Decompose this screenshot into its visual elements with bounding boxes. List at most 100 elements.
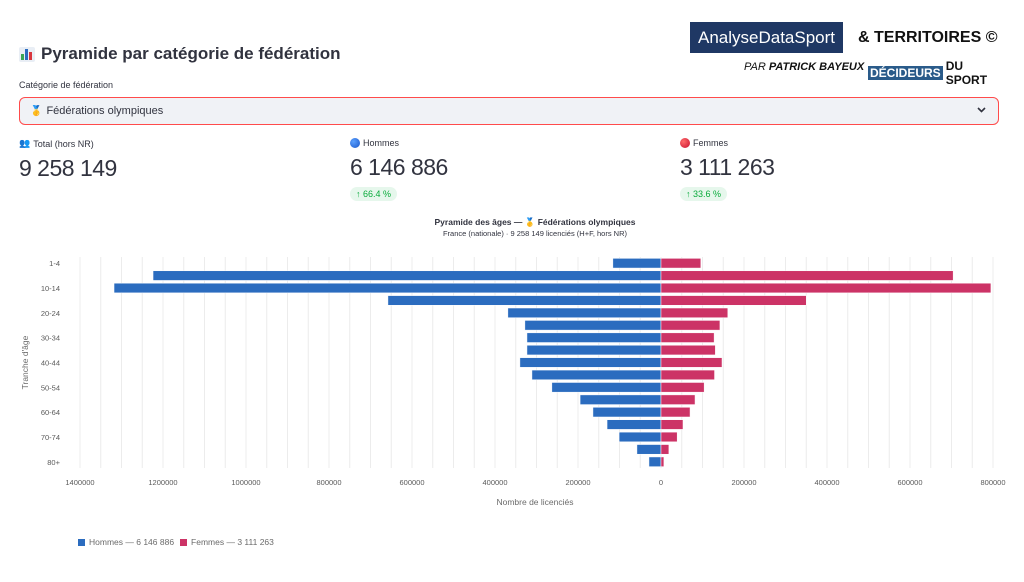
bar-femmes-50-54[interactable] [660,382,705,393]
x-tick-label: 800000 [980,478,1005,487]
bar-hommes-55-59[interactable] [579,394,662,405]
red-circle-icon [680,138,690,148]
brand-suffix: & TERRITOIRES © [858,29,998,46]
legend-label-men: Hommes — 6 146 886 [89,537,175,547]
legend-item-women[interactable]: Femmes — 3 111 263 [180,537,274,547]
chevron-down-icon[interactable] [977,105,986,116]
metric-women-label: Femmes [693,138,729,148]
bar-femmes-35-39[interactable] [660,344,716,356]
category-select-value: Fédérations olympiques [46,105,164,117]
bar-hommes-15-19[interactable] [387,295,662,306]
metric-total-label: Total (hors NR) [33,138,94,149]
bar-hommes-45-49[interactable] [531,369,662,381]
metric-total-value: 9 258 149 [19,155,117,181]
metric-men-value: 6 146 886 [350,154,448,180]
metric-total: 👥 Total (hors NR) 9 258 149 [19,138,117,182]
category-select[interactable]: 🥇 Fédérations olympiques [19,97,999,125]
metric-women: Femmes 3 111 263 ↑ 33.6 % [680,138,775,202]
bar-hommes-80+[interactable] [648,456,662,467]
y-tick-label: 80+ [47,458,60,467]
legend-item-men[interactable]: Hommes — 6 146 886 [78,537,174,547]
bar-femmes-1-4[interactable] [660,258,702,269]
x-tick-label: 600000 [399,478,424,487]
y-tick-label: 1-4 [49,259,60,268]
legend-swatch-men [78,538,85,546]
category-select-label: Catégorie de fédération [19,80,114,90]
bar-hommes-70-74[interactable] [618,431,662,443]
y-tick-label: 40-44 [41,359,60,368]
bar-hommes-20-24[interactable] [507,307,662,318]
bar-chart-icon [19,46,35,62]
bars [113,258,992,467]
x-tick-label: 600000 [897,478,922,487]
bar-femmes-10-14[interactable] [660,282,992,294]
metric-women-value: 3 111 263 [680,154,775,180]
bar-femmes-15-19[interactable] [660,295,807,306]
blue-circle-icon [350,138,360,148]
brand-by-name: PATRICK BAYEUX [768,61,865,73]
partner-highlight: DÉCIDEURS [868,66,943,80]
bar-femmes-80+[interactable] [660,456,665,467]
y-axis-title: Tranche d'âge [20,335,30,389]
bar-hommes-60-64[interactable] [592,407,662,418]
brand-name: AnalyseDataSport [690,22,844,53]
bar-femmes-70-74[interactable] [660,431,678,443]
legend-label-women: Femmes — 3 111 263 [191,537,274,547]
bar-hommes-35-39[interactable] [526,344,662,356]
bar-hommes-30-34[interactable] [526,332,662,343]
pyramid-chart: 1-4 10-14 20-24 30-34 40-44 50-54 60-64 70-74 80… [20,257,1006,507]
y-tick-label: 70-74 [41,433,60,442]
x-tick-label: 400000 [814,478,839,487]
page-title-text: Pyramide par catégorie de fédération [41,44,341,63]
x-tick-label: 400000 [482,478,507,487]
metric-men-delta: ↑ 66.4 % [350,187,398,201]
x-tick-labels: 1400000 1200000 1000000 800000 600000 400000 2… [65,478,1005,487]
legend-swatch-women [180,538,188,546]
metric-men: Hommes 6 146 886 ↑ 66.4 % [350,138,448,202]
bar-hommes-25-29[interactable] [524,320,662,331]
metric-men-label: Hommes [363,138,400,148]
chart-title: Pyramide des âges — 🥇 Fédérations olympi… [434,217,636,227]
y-tick-label: 20-24 [41,309,60,318]
bar-femmes-75-79[interactable] [660,444,670,455]
bar-femmes-45-49[interactable] [660,369,715,381]
x-tick-label: 1400000 [65,478,94,487]
medal-icon: 🥇 [30,105,43,117]
people-icon: 👥 [19,138,31,148]
x-tick-label: 0 [659,478,663,487]
bar-femmes-25-29[interactable] [660,320,721,331]
brand-author: PAR PATRICK BAYEUX [744,61,864,73]
bar-hommes-50-54[interactable] [551,382,662,393]
legend: Hommes — 6 146 886 Femmes — 3 111 263 [78,537,274,547]
page-title: Pyramide par catégorie de fédération [19,44,341,64]
x-tick-label: 200000 [731,478,756,487]
metric-women-delta: ↑ 33.6 % [680,187,728,201]
y-tick-label: 60-64 [41,408,60,417]
bar-hommes-40-44[interactable] [519,357,662,368]
bar-hommes-65-69[interactable] [606,419,662,430]
x-axis-title: Nombre de licenciés [496,497,573,507]
y-tick-label: 50-54 [41,383,60,392]
partner-logo: DÉCIDEURS DU SPORT [868,59,1000,87]
x-tick-label: 800000 [316,478,341,487]
bar-femmes-20-24[interactable] [660,307,729,318]
y-tick-labels: 1-4 10-14 20-24 30-34 40-44 50-54 60-64 70-74 80… [41,259,61,467]
x-tick-label: 1000000 [231,478,260,487]
brand-logo: AnalyseDataSport & TERRITOIRES © PAR PAT… [690,22,1000,87]
bar-hommes-75-79[interactable] [636,444,662,455]
bar-hommes-10-14[interactable] [113,282,662,294]
brand-by-prefix: PAR [744,61,766,73]
bar-femmes-40-44[interactable] [660,357,723,368]
bar-femmes-55-59[interactable] [660,394,696,405]
bar-femmes-30-34[interactable] [660,332,715,343]
bar-hommes-1-4[interactable] [612,258,662,269]
y-tick-label: 30-34 [41,334,60,343]
chart-subtitle: France (nationale) · 9 258 149 licenciés… [442,229,628,238]
bar-femmes-5-9[interactable] [660,270,954,281]
x-tick-label: 200000 [565,478,590,487]
bar-hommes-5-9[interactable] [152,270,662,281]
bar-femmes-65-69[interactable] [660,419,684,430]
partner-rest: DU SPORT [945,59,988,87]
bar-femmes-60-64[interactable] [660,407,691,418]
x-tick-label: 1200000 [148,478,177,487]
